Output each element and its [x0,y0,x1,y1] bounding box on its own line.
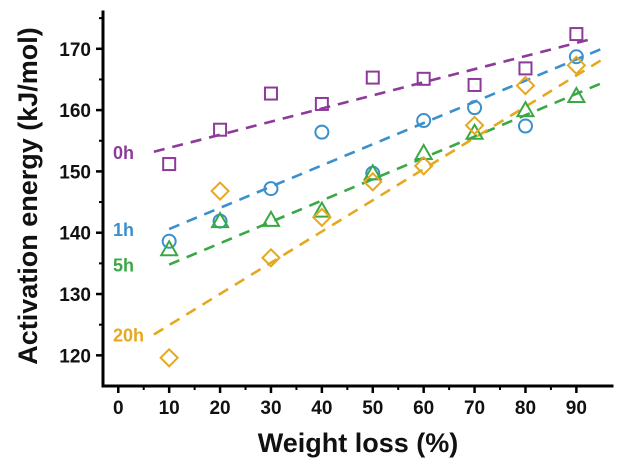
data-point-20h [362,171,383,192]
series-label-20h: 20h [113,325,144,345]
x-tick-label: 50 [362,398,383,419]
data-point-0h [416,71,431,86]
y-tick-label: 130 [59,285,91,306]
data-point-20h [566,55,587,76]
series-label-0h: 0h [113,143,134,163]
data-point-1h [416,113,432,129]
data-point-5h [363,163,383,181]
x-tick-label: 30 [260,398,281,419]
data-point-1h [314,124,330,140]
y-tick-label: 150 [59,162,91,183]
x-tick-label: 0 [113,398,124,419]
data-point-5h [261,209,281,227]
data-point-5h [210,211,230,229]
axes-layer: 0 10 20 30 40 50 60 70 80 90 120 130 140 150 160 170 [59,10,614,419]
data-point-1h [517,118,533,134]
data-point-5h [515,100,536,118]
data-point-1h [161,233,177,249]
series-tags-layer: 0h 1h 5h 20h [113,143,144,346]
data-point-20h [159,347,180,368]
y-tick-label: 170 [59,40,91,61]
x-tick-label: 40 [311,398,332,419]
data-point-5h [413,143,434,161]
data-points-layer [159,27,587,368]
data-point-1h [568,49,584,65]
data-point-20h [515,75,536,96]
data-point-0h [263,86,278,101]
data-point-20h [413,155,434,176]
fit-line-1h [168,47,603,231]
data-point-1h [467,100,483,116]
y-tick-label: 120 [59,346,91,367]
x-axis-title: Weight loss (%) [258,428,459,458]
data-point-0h [365,70,380,85]
x-tick-label: 20 [209,398,230,419]
x-tick-label: 90 [566,398,587,419]
data-point-0h [569,27,584,42]
data-point-5h [312,200,332,218]
data-point-20h [210,181,230,201]
y-axis-title: Activation energy (kJ/mol) [13,27,43,365]
x-tick-label: 10 [159,398,180,419]
data-point-0h [213,122,228,137]
y-tick-label: 160 [59,101,91,122]
data-point-0h [518,61,533,76]
data-point-5h [566,85,587,103]
data-point-0h [467,77,482,92]
data-point-0h [162,157,177,172]
x-tick-label: 60 [413,398,434,419]
data-point-20h [464,115,485,136]
data-point-1h [263,181,279,197]
y-tick-label: 140 [59,224,91,245]
x-tick-label: 80 [515,398,536,419]
x-tick-label: 70 [464,398,485,419]
data-point-20h [261,247,281,268]
data-point-20h [311,207,332,228]
data-point-5h [464,122,485,140]
data-point-5h [159,239,179,257]
fit-line-5h [168,81,603,266]
series-label-5h: 5h [113,256,134,276]
data-point-0h [314,96,329,111]
series-label-1h: 1h [113,220,134,240]
